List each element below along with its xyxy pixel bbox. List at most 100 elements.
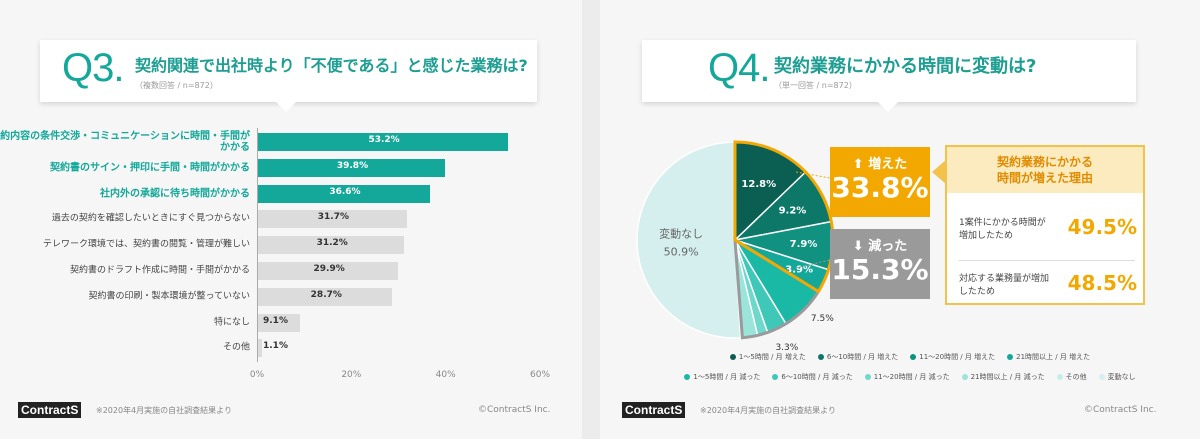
q3-number: Q3. (62, 46, 124, 90)
bar-value-label: 36.6% (329, 186, 361, 197)
bar-value-label: 9.1% (263, 315, 288, 326)
bar-row: 契約書の印刷・製本環境が整っていない 28.7% (0, 286, 582, 308)
reason-item-label: 対応する業務量が増加したため (959, 274, 1050, 297)
bar (257, 339, 263, 358)
q4-number: Q4. (708, 46, 770, 90)
q3-title-box: Q3. 契約関連で出社時より「不便である」と感じた業務は? （複数回答 / n=… (40, 40, 537, 112)
pie-slice-value: 50.9% (664, 246, 699, 259)
legend-label: 変動なし (1107, 373, 1136, 381)
pie-slice-label: 7.9% (790, 239, 818, 250)
legend-swatch (864, 374, 871, 380)
legend-swatch (772, 374, 779, 380)
pie-slice-label: 3.9% (785, 264, 813, 275)
q4-title: 契約業務にかかる時間に変動は? (774, 56, 1037, 77)
q3-panel: Q3. 契約関連で出社時より「不便である」と感じた業務は? （複数回答 / n=… (0, 0, 582, 439)
contracts-logo: ContractS (18, 402, 82, 418)
legend-item: その他 (1056, 373, 1087, 381)
x-tick-label: 20% (341, 370, 362, 380)
q3-title: 契約関連で出社時より「不便である」と感じた業務は? (135, 56, 528, 75)
q4-panel: Q4. 契約業務にかかる時間に変動は? （単一回答 / n=872） 12.8%… (600, 0, 1200, 439)
q4-subtitle: （単一回答 / n=872） (774, 81, 857, 90)
footer-note: ※2020年4月実施の自社調査結果より (700, 406, 836, 415)
decrease-outline (733, 237, 821, 340)
bar-row: 契約内容の条件交渉・コミュニケーションに時間・手間がかかる 53.2% (0, 131, 582, 153)
increase-outline (733, 140, 835, 294)
bar-value-label: 29.9% (313, 264, 345, 274)
legend-swatch (961, 374, 968, 380)
bar-value-label: 31.7% (317, 212, 349, 223)
legend-item: 1～5時間 / 月 増えた (729, 353, 806, 361)
increase-value: 33.8% (831, 171, 929, 204)
legend-item: 6～10時間 / 月 減った (772, 373, 853, 381)
reason-title-line2: 時間が増えた理由 (996, 171, 1093, 185)
pie-slice-label: 7.5% (811, 314, 834, 324)
reason-title: 契約業務にかかる 時間が増えた理由 (947, 147, 1143, 193)
reason-item-label: 1案件にかかる時間が増加したため (959, 218, 1046, 241)
bar (257, 133, 508, 151)
reason-item: 1案件にかかる時間が増加したため 49.5% (959, 211, 1137, 251)
decrease-box: ⬇ 減った 15.3% (830, 229, 930, 299)
bar-category-label: 過去の契約を確認したいときにすぐ見つからない (51, 213, 250, 224)
legend-item: 変動なし (1098, 373, 1136, 381)
legend-item: 21時間以上 / 月 減った (961, 373, 1045, 381)
pie-legend-row1: 1～5時間 / 月 増えた 6～10時間 / 月 増えた 11～20時間 / 月 増… (660, 352, 1160, 362)
legend-label: 21時間以上 / 月 増えた (1016, 353, 1091, 361)
legend-label: 6～10時間 / 月 増えた (826, 353, 899, 361)
legend-swatch (1098, 374, 1105, 380)
legend-item: 1～5時間 / 月 減った (684, 373, 760, 381)
bar-row: 契約書のサイン・押印に手間・時間がかかる 39.8% (0, 157, 582, 179)
bar-category-label: 契約内容の条件交渉・コミュニケーションに時間・手間がかかる (0, 131, 250, 153)
legend-label: 11～20時間 / 月 減った (873, 373, 950, 381)
legend-label: 1～5時間 / 月 増えた (738, 353, 806, 361)
bar-value-label: 39.8% (336, 160, 369, 171)
legend-label: 1～5時間 / 月 減った (693, 373, 761, 381)
x-tick-label: 0% (249, 370, 265, 380)
x-tick-label: 60% (529, 370, 551, 380)
reason-item-value: 49.5% (1067, 215, 1137, 239)
legend-label: その他 (1065, 373, 1087, 381)
bar-row: 過去の契約を確認したいときにすぐ見つからない 31.7% (0, 208, 582, 230)
legend-item: 21時間以上 / 月 増えた (1007, 353, 1090, 361)
bar-category-label: 社内外の承認に待ち時間がかかる (100, 188, 250, 200)
down-arrow-icon: ⬇ (852, 239, 864, 254)
legend-label: 21時間以上 / 月 減った (970, 373, 1045, 381)
reason-pointer (932, 160, 946, 184)
legend-swatch (817, 354, 824, 360)
q4-title-box: Q4. 契約業務にかかる時間に変動は? （単一回答 / n=872） (642, 40, 1136, 112)
increase-label: 増えた (868, 157, 908, 172)
q3-axis-line (257, 128, 258, 362)
speech-tail (878, 102, 898, 112)
bar-value-label: 31.2% (316, 238, 348, 249)
pie-slice-label: 変動なし (659, 227, 703, 241)
increase-box: ⬆ 増えた 33.8% (830, 147, 930, 217)
footer-note: ※2020年4月実施の自社調査結果より (96, 406, 232, 415)
bar-value-label: 1.1% (263, 341, 288, 352)
pie-slice-label: 3.3% (775, 343, 798, 353)
x-tick-label: 40% (435, 370, 456, 380)
decrease-label: 減った (868, 239, 908, 254)
bar (257, 287, 393, 306)
legend-item: 6～10時間 / 月 増えた (817, 353, 899, 361)
bar (257, 184, 430, 203)
bar (257, 158, 445, 177)
bar-category-label: 契約書のサイン・押印に手間・時間がかかる (50, 162, 250, 174)
footer-copyright: ©ContractS Inc. (478, 405, 551, 415)
q4-pie-chart: 12.8%9.2%7.9%3.9%7.5%3.3%1.7%2.5%0.3%変動な… (636, 140, 835, 353)
reason-item: 対応する業務量が増加したため 48.5% (959, 267, 1137, 307)
bar-value-label: 53.2% (368, 135, 400, 145)
reason-title-line1: 契約業務にかかる (996, 155, 1093, 169)
bar-row: 社内外の承認に待ち時間がかかる 36.6% (0, 183, 582, 205)
reason-item-value: 48.5% (1067, 271, 1137, 295)
bar-category-label: 契約書の印刷・製本環境が整っていない (88, 291, 250, 302)
legend-swatch (684, 374, 691, 380)
bar-row: その他 1.1% (0, 337, 582, 359)
pie-slice-label: 12.8% (741, 179, 776, 190)
up-arrow-icon: ⬆ (852, 157, 864, 172)
legend-label: 6～10時間 / 月 減った (781, 373, 853, 381)
legend-item: 11～20時間 / 月 増えた (910, 353, 995, 361)
bar (257, 210, 407, 229)
bar-category-label: その他 (222, 342, 250, 353)
reason-box: 契約業務にかかる 時間が増えた理由 1案件にかかる時間が増加したため 49.5%… (945, 145, 1145, 305)
pie-connectors (796, 171, 831, 269)
